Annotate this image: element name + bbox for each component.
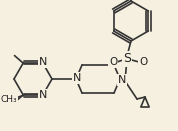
Text: O: O bbox=[139, 57, 147, 67]
Text: N: N bbox=[39, 57, 48, 67]
Text: S: S bbox=[123, 53, 131, 66]
Text: N: N bbox=[39, 90, 48, 100]
Text: CH₃: CH₃ bbox=[0, 95, 17, 104]
Text: O: O bbox=[109, 57, 117, 67]
Text: N: N bbox=[118, 75, 126, 85]
Text: N: N bbox=[73, 73, 81, 83]
